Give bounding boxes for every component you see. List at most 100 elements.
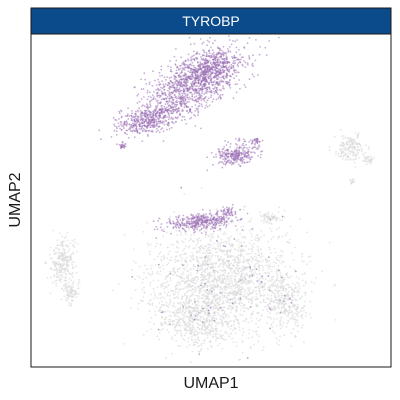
cell-point [301,273,304,276]
cell-point [186,326,188,328]
cell-point [297,330,299,333]
cell-point [198,324,201,327]
cell-point [223,269,225,272]
cell-point [158,111,161,114]
cell-point [272,282,275,284]
cell-point [212,335,215,338]
cell-point [275,262,277,265]
cell-point [187,279,190,282]
cell-point [172,102,175,104]
cell-point [192,326,195,328]
cell-point [281,219,284,222]
cell-point [192,50,195,53]
cell-point [171,336,173,339]
cell-point [348,145,351,148]
cell-point [190,82,192,85]
cell-point [147,116,149,119]
cell-point [200,274,203,276]
cell-point [256,249,259,252]
cell-point [186,97,189,99]
cell-point [149,284,152,287]
cell-point [251,268,254,271]
cell-point [167,89,169,92]
cell-point [241,245,244,248]
cell-point [75,250,78,253]
cell-point [169,323,171,326]
cell-point [353,148,356,150]
cell-point [282,288,285,290]
cell-point [204,332,207,335]
cell-point [219,315,222,317]
cell-point [241,248,244,251]
cell-point [200,264,202,266]
cell-point [233,256,236,259]
cell-point [271,213,274,215]
cell-point [356,135,359,138]
cell-point [174,261,177,263]
cell-point [334,319,337,321]
cell-point [232,329,234,332]
cell-point [244,297,247,300]
cell-point [56,244,59,247]
cell-point [67,297,70,299]
cell-point [149,274,152,276]
cell-point [190,238,192,241]
cell-point [115,126,118,128]
cell-point [64,259,67,261]
cell-point [191,95,194,97]
cell-point [120,116,123,119]
cell-point [183,294,186,297]
cell-point [229,83,231,86]
cell-point [281,215,284,218]
cell-point [218,301,221,303]
cell-point [220,308,223,311]
cell-point [352,142,354,145]
cell-point [263,295,265,297]
cell-point [192,277,195,279]
cell-point [222,334,225,337]
cell-point [348,141,351,144]
cell-point [147,95,150,98]
cell-point [197,323,200,326]
cell-point [231,337,234,340]
cell-point [146,330,148,333]
cell-point [277,302,280,305]
cell-point [244,236,246,239]
cell-point [354,165,357,168]
cell-point [176,108,179,110]
cell-point [166,328,169,331]
cell-point [176,281,179,284]
cell-point [219,281,222,284]
cell-point [208,243,211,246]
cell-point [200,279,202,282]
cell-point [232,264,235,267]
cell-point [194,265,197,268]
cell-point [208,254,210,257]
cell-point [123,127,125,130]
cell-point [266,308,269,311]
cell-point [144,115,147,118]
cell-point [241,250,244,253]
cell-point [159,251,162,254]
cell-point [190,285,193,288]
cell-point [203,294,206,297]
cell-point [237,269,239,272]
cell-point [185,85,188,88]
cell-point [208,274,211,277]
cell-point [297,324,300,327]
cell-point [179,67,182,70]
cell-point [171,103,174,106]
cell-point [276,258,278,261]
cell-point [166,123,169,125]
cell-point [287,320,290,323]
cell-point [223,261,226,264]
cell-point [261,255,264,258]
cell-point [232,320,235,323]
cell-point [214,255,217,257]
cell-point [182,309,184,312]
cell-point [153,118,156,120]
cell-point [174,291,177,293]
cell-point [298,287,301,290]
cell-point [143,109,146,112]
cell-point [290,301,293,304]
